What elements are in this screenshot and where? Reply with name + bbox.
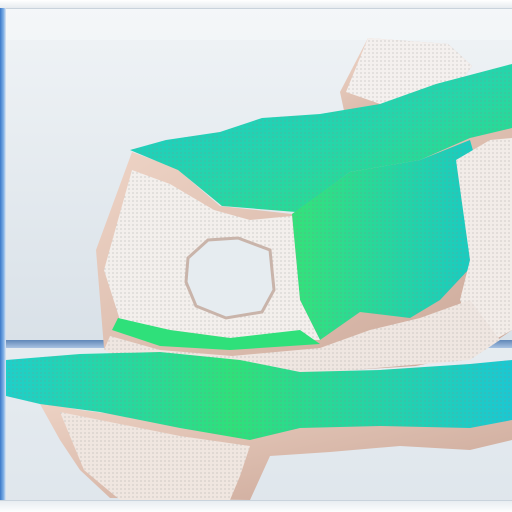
terrain-lower-floor	[6, 352, 512, 500]
viewport-top-border	[0, 0, 512, 9]
viewport-left-border	[0, 8, 6, 504]
viewport-bottom-border	[0, 500, 512, 512]
terrain-upper-slab	[96, 64, 512, 392]
